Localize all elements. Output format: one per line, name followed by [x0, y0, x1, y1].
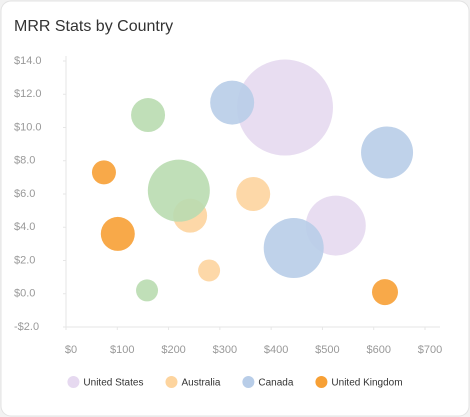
y-tick-label: $4.0 — [14, 221, 35, 233]
x-tick-label: $0 — [65, 344, 77, 356]
bubble — [263, 218, 324, 279]
y-tick-label: -$2.0 — [14, 321, 39, 333]
chart-title: MRR Stats by Country — [14, 18, 173, 35]
bubble — [236, 59, 333, 156]
bubble — [131, 98, 166, 133]
legend-label: United States — [83, 378, 143, 389]
legend-label: United Kingdom — [331, 378, 402, 389]
x-tick-label: $300 — [213, 344, 237, 356]
y-tick-label: $10.0 — [14, 121, 42, 133]
legend-marker — [165, 376, 178, 388]
y-tick-label: $14.0 — [14, 55, 42, 67]
x-tick-label: $400 — [264, 344, 288, 356]
bubble — [371, 279, 398, 306]
bubble — [91, 160, 116, 185]
x-tick-label: $200 — [161, 344, 185, 356]
bubble — [136, 279, 159, 302]
y-tick-label: $2.0 — [14, 254, 35, 266]
bubble — [361, 126, 414, 179]
legend-marker — [242, 376, 255, 388]
x-tick-label: $700 — [418, 344, 442, 356]
y-tick-label: $12.0 — [14, 88, 42, 100]
x-tick-label: $500 — [315, 344, 339, 356]
bubble — [210, 80, 255, 125]
bubble — [147, 159, 210, 222]
x-tick-label: $600 — [366, 344, 390, 356]
legend-label: Canada — [258, 378, 293, 389]
y-tick-label: $0.0 — [14, 288, 35, 300]
legend-marker — [315, 376, 328, 388]
bubble — [100, 216, 135, 251]
legend-label: Australia — [181, 378, 220, 389]
bubble — [198, 259, 221, 282]
legend-marker — [67, 376, 80, 388]
bubble — [236, 177, 271, 211]
y-tick-label: $6.0 — [14, 188, 35, 200]
x-tick-label: $100 — [110, 344, 134, 356]
y-tick-label: $8.0 — [14, 155, 35, 167]
